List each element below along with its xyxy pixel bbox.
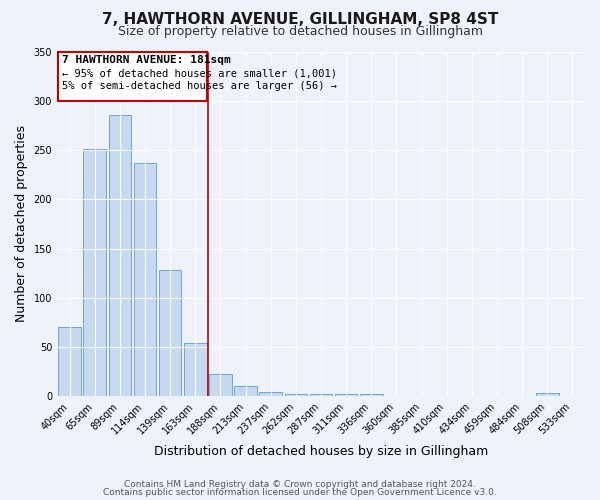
Text: 7, HAWTHORN AVENUE, GILLINGHAM, SP8 4ST: 7, HAWTHORN AVENUE, GILLINGHAM, SP8 4ST	[102, 12, 498, 28]
Bar	[259, 392, 282, 396]
Text: Contains public sector information licensed under the Open Government Licence v3: Contains public sector information licen…	[103, 488, 497, 497]
Text: ← 95% of detached houses are smaller (1,001): ← 95% of detached houses are smaller (1,…	[62, 68, 337, 78]
Text: Size of property relative to detached houses in Gillingham: Size of property relative to detached ho…	[118, 25, 482, 38]
Bar	[360, 394, 383, 396]
Text: 7 HAWTHORN AVENUE: 181sqm: 7 HAWTHORN AVENUE: 181sqm	[62, 56, 231, 66]
Bar	[134, 163, 157, 396]
Bar	[284, 394, 307, 396]
Bar	[83, 149, 106, 396]
Bar	[310, 394, 332, 396]
FancyBboxPatch shape	[58, 52, 206, 101]
Y-axis label: Number of detached properties: Number of detached properties	[15, 126, 28, 322]
Text: 5% of semi-detached houses are larger (56) →: 5% of semi-detached houses are larger (5…	[62, 81, 337, 91]
Bar	[159, 270, 181, 396]
Bar	[58, 328, 81, 396]
Bar	[335, 394, 358, 396]
Bar	[234, 386, 257, 396]
Bar	[109, 114, 131, 396]
Bar	[184, 343, 206, 396]
Bar	[536, 394, 559, 396]
X-axis label: Distribution of detached houses by size in Gillingham: Distribution of detached houses by size …	[154, 444, 488, 458]
Text: Contains HM Land Registry data © Crown copyright and database right 2024.: Contains HM Land Registry data © Crown c…	[124, 480, 476, 489]
Bar	[209, 374, 232, 396]
